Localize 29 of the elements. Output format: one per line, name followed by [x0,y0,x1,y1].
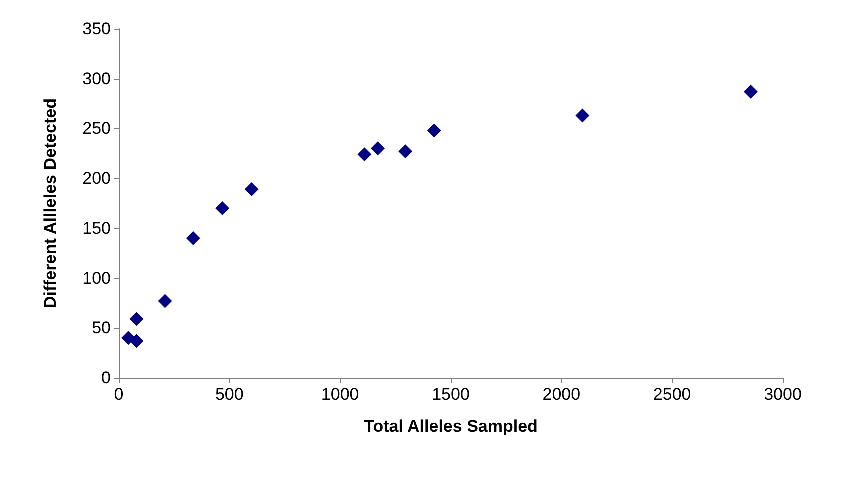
y-axis-title: Different Allleles Detected [41,98,60,309]
point [576,108,590,123]
point [158,294,172,308]
x-tick-label: 500 [215,385,244,404]
y-tick-label: 50 [92,318,111,338]
x-tick-label: 1500 [432,385,470,404]
point [427,124,442,138]
point [358,148,372,162]
y-tick-label: 150 [82,218,111,238]
point [244,182,259,197]
y-tick-label: 200 [82,169,111,188]
point [130,334,144,348]
point [398,144,413,159]
x-tick-label: 0 [114,385,124,404]
x-tick-label: 1000 [321,385,360,404]
y-tick-label: 250 [82,119,111,138]
x-tick-label: 2000 [542,385,581,404]
x-axis-title: Total Alleles Sampled [364,417,538,436]
point [744,84,758,99]
y-tick-label: 350 [82,20,111,38]
point [130,312,144,326]
point [370,142,385,156]
point [186,231,200,246]
point [216,201,230,216]
y-tick-label: 0 [102,368,111,388]
x-tick-label: 2500 [653,385,692,404]
y-tick-label: 300 [82,69,111,88]
x-tick-label: 3000 [764,385,802,404]
y-tick-label: 100 [82,268,111,288]
